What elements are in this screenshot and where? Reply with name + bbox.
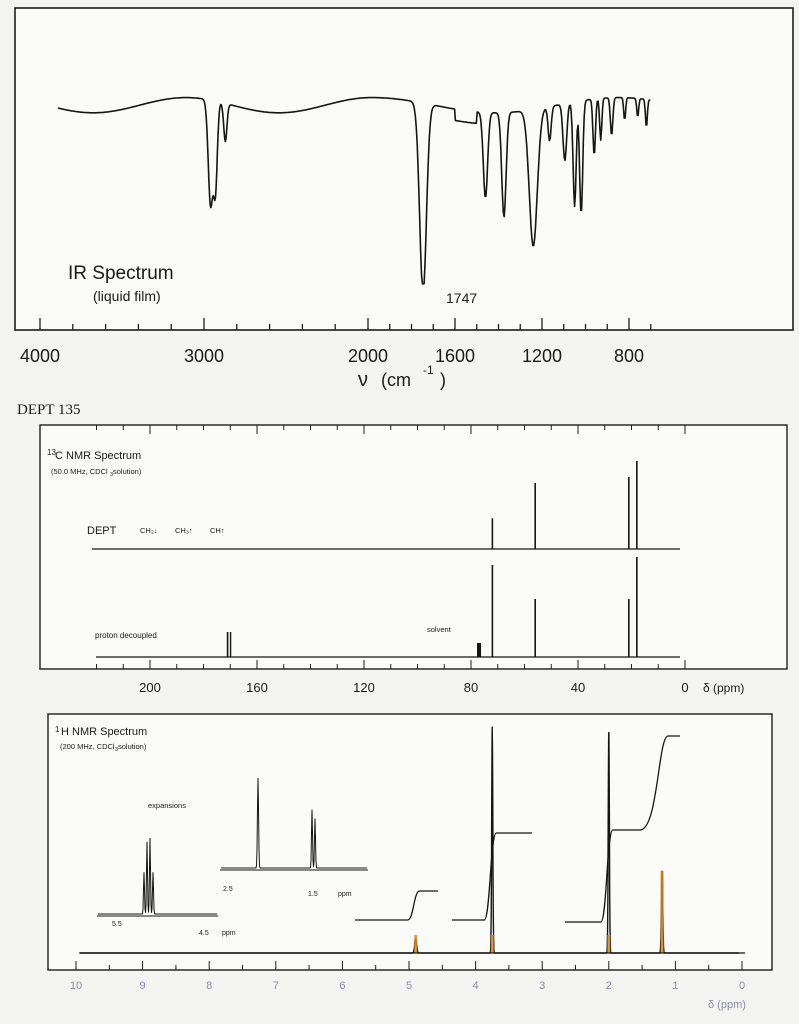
h1-subtitle-b: solution) [118, 742, 147, 751]
c13-tick-label: 0 [681, 680, 688, 695]
h1-expansions-label: expansions [148, 801, 186, 810]
h1-expansion-2-tick-b: 1.5 [308, 891, 318, 898]
ir-subtitle: (liquid film) [93, 288, 161, 304]
h1-expansion-1-unit: ppm [222, 930, 236, 937]
c13-title: C NMR Spectrum [55, 450, 141, 462]
ir-panel: IR Spectrum (liquid film) 1747 4000 3000 2… [14, 7, 794, 391]
h1-expansion-1-tick-a: 5.5 [112, 921, 122, 928]
c13-plot-frame [39, 424, 788, 670]
c13-proton-decoupled-label: proton decoupled [95, 631, 157, 640]
c13-tick-label: 40 [571, 680, 585, 695]
ir-axis-close: ) [440, 370, 446, 390]
h1-tick-label: 4 [473, 980, 479, 992]
h1-subtitle-a: (200 MHz, CDCl [60, 742, 115, 751]
h1-tick-label: 0 [739, 980, 745, 992]
h1-expansion-1-tick-b: 4.5 [199, 930, 209, 937]
ir-tick-labels: 4000 3000 2000 1600 1200 800 [20, 346, 644, 366]
c13-panel: 13 C NMR Spectrum (50.0 MHz, CDCl 3 solu… [39, 424, 788, 695]
h1-peak-highlight [490, 935, 494, 953]
ir-spectrum-trace [57, 96, 651, 285]
c13-dept-legend-ch2: CH₂↓ [140, 526, 158, 535]
h1-tick-label: 1 [672, 980, 678, 992]
h1-expansion-2-trace [221, 777, 367, 869]
h1-peak-highlights [414, 871, 664, 953]
h1-expansion-1-trace [98, 837, 217, 915]
h1-unit-label: δ (ppm) [708, 999, 746, 1011]
c13-unit-label: δ (ppm) [703, 681, 744, 695]
h1-tick-label: 10 [70, 980, 82, 992]
c13-title-sup: 13 [47, 448, 56, 457]
c13-tick-label: 80 [464, 680, 478, 695]
h1-peak-highlight [414, 935, 418, 953]
ir-tick-label: 800 [614, 346, 644, 366]
dept-heading: DEPT 135 [17, 402, 80, 418]
ir-axis-exponent: -1 [423, 363, 434, 377]
ir-plot-frame [14, 7, 794, 331]
h1-tick-label: 5 [406, 980, 412, 992]
h1-tick-label: 8 [206, 980, 212, 992]
h1-tick-label: 7 [273, 980, 279, 992]
ir-axis-unit: (cm [381, 370, 411, 390]
c13-solvent-peak [477, 643, 482, 657]
c13-subtitle-sub: 3 [110, 472, 113, 478]
h1-tick-labels: 10 9 8 7 6 5 4 3 2 1 0 [70, 980, 745, 992]
c13-tick-label: 120 [353, 680, 375, 695]
ir-peak-label: 1747 [446, 290, 477, 306]
h1-subtitle-sub: 3 [115, 747, 118, 753]
h1-tick-label: 9 [140, 980, 146, 992]
h1-tick-label: 6 [339, 980, 345, 992]
c13-top-ticks [96, 425, 686, 434]
c13-tick-labels: 200 160 120 80 40 0 [139, 680, 688, 695]
ir-axis-nu: ν [358, 369, 368, 391]
c13-tick-label: 160 [246, 680, 268, 695]
c13-dept-legend-ch3: CH₃↑ [175, 526, 193, 535]
h1-title: H NMR Spectrum [61, 726, 147, 738]
h1-expansion-2-unit: ppm [338, 891, 352, 898]
c13-tick-label: 200 [139, 680, 161, 695]
c13-dept-label: DEPT [87, 525, 117, 537]
h1-tick-label: 3 [539, 980, 545, 992]
h1-tick-label: 2 [606, 980, 612, 992]
c13-dept-peaks [491, 461, 638, 549]
ir-tick-label: 1600 [435, 346, 475, 366]
h1-panel: 1 H NMR Spectrum (200 MHz, CDCl 3 soluti… [47, 713, 773, 1011]
c13-proton-decoupled-peaks [226, 557, 638, 657]
h1-plot-frame [47, 713, 773, 971]
h1-axis-ticks [75, 961, 743, 970]
h1-peak-highlight [660, 871, 664, 953]
c13-subtitle-b: solution) [113, 467, 142, 476]
ir-tick-label: 4000 [20, 346, 60, 366]
ir-tick-label: 3000 [184, 346, 224, 366]
h1-expansion-2: 2.5 1.5 ppm [220, 777, 368, 898]
h1-expansion-2-tick-a: 2.5 [223, 886, 233, 893]
ir-tick-label: 1200 [522, 346, 562, 366]
h1-expansion-1: 5.5 4.5 ppm [97, 837, 236, 937]
h1-title-sup: 1 [55, 725, 60, 734]
h1-peak-highlight [607, 935, 611, 953]
c13-dept-legend-ch: CH↑ [210, 526, 225, 535]
c13-solvent-label: solvent [427, 625, 452, 634]
ir-axis-ticks [39, 318, 652, 330]
h1-integral-trace [355, 735, 680, 923]
c13-subtitle-a: (50.0 MHz, CDCl [51, 467, 108, 476]
ir-tick-label: 2000 [348, 346, 388, 366]
c13-bottom-ticks [96, 660, 686, 669]
ir-title: IR Spectrum [68, 263, 174, 284]
